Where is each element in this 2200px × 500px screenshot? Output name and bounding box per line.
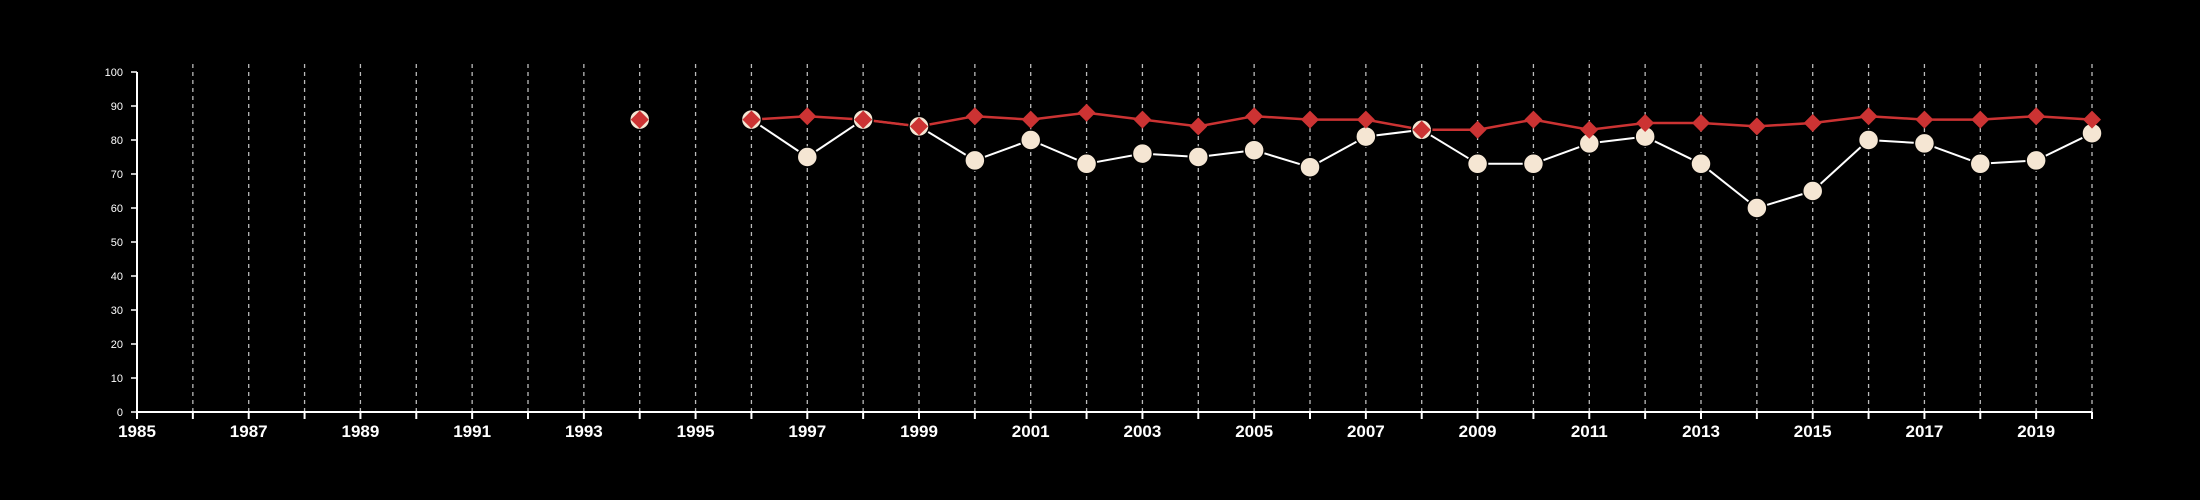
series-b-point: [1747, 117, 1766, 136]
series-a-point: [1522, 153, 1545, 175]
y-tick-label: 30: [111, 305, 123, 317]
y-tick-label: 50: [111, 237, 123, 249]
series-b-line-segment: [1086, 111, 1143, 121]
x-tick-label: 2017: [1906, 422, 1944, 441]
series-b-line-segment: [1477, 118, 1534, 132]
series-a-point: [1187, 146, 1210, 168]
series-b-point: [630, 110, 649, 129]
y-tick-label: 10: [111, 373, 123, 385]
series-b-line-segment: [1700, 121, 1757, 128]
x-tick-label: 1989: [342, 422, 380, 441]
series-b-line-segment: [974, 114, 1031, 121]
series-a-line-segment: [1812, 139, 1870, 192]
series-b-point: [1301, 110, 1319, 129]
series-b-point: [2027, 107, 2046, 126]
y-tick-label: 90: [111, 101, 123, 113]
series-b-point: [1021, 110, 1040, 129]
x-tick-label: 2013: [1682, 422, 1720, 441]
y-tick-label: 100: [105, 67, 123, 79]
x-tick-label: 2007: [1347, 422, 1385, 441]
series-b-line-segment: [1812, 114, 1869, 125]
axes: 0 10 20 30 40 50 60 70 80 90 100 1985 1987 1989 1991 19…: [105, 67, 2093, 441]
series-a-point: [1243, 139, 1265, 161]
series-b-line-segment: [1142, 118, 1199, 128]
x-tick-label: 1995: [677, 422, 715, 441]
series-a-point: [1690, 153, 1712, 175]
series-b-line-segment: [1756, 121, 1813, 128]
series-a-line-segment: [918, 125, 976, 162]
x-tick-label: 2001: [1012, 422, 1050, 441]
series-b-point: [742, 110, 761, 129]
series-b-line-segment: [1980, 114, 2037, 121]
data-series: [628, 103, 2103, 219]
y-tick-label: 20: [111, 339, 123, 351]
series-b-point: [1356, 110, 1375, 129]
series-a-point: [1801, 180, 1824, 202]
x-tick-label: 2009: [1459, 422, 1497, 441]
series-a-point: [1075, 153, 1098, 175]
x-tick-label: 1999: [900, 422, 938, 441]
series-a-point: [1913, 132, 1936, 155]
series-b-line-segment: [1030, 111, 1087, 121]
series-b-point: [854, 110, 873, 129]
series-b-line-segment: [1198, 114, 1255, 128]
x-tick-label: 1985: [118, 422, 156, 441]
series-a-point: [2025, 149, 2047, 172]
series-a-point: [1857, 129, 1880, 151]
x-tick-label: 2015: [1794, 422, 1832, 441]
series-a-point: [1466, 153, 1489, 175]
y-tick-label: 40: [111, 271, 123, 283]
series-a-line-segment: [1700, 163, 1758, 209]
x-tick-label: 2019: [2017, 422, 2055, 441]
series-b-point: [1915, 110, 1934, 129]
series-a-point: [1299, 156, 1321, 178]
series-b-point: [1245, 107, 1264, 126]
series-b-point: [1971, 110, 1990, 129]
series-b-point: [1859, 107, 1878, 126]
series-a-line-segment: [806, 118, 864, 158]
series-b-line-segment: [1533, 118, 1590, 132]
series-b-point: [1189, 117, 1208, 136]
series-b-point: [1133, 110, 1152, 129]
series-b-point: [1524, 110, 1543, 129]
series-b-point: [1468, 120, 1487, 139]
series-b-point: [1077, 103, 1096, 122]
series-b-point: [965, 107, 984, 126]
series-b-point: [798, 107, 817, 126]
x-tick-label: 2005: [1235, 422, 1273, 441]
series-b-point: [1692, 114, 1710, 132]
series-b-point: [1636, 114, 1655, 132]
y-tick-label: 0: [117, 407, 123, 419]
x-tick-label: 2011: [1571, 422, 1608, 441]
y-tick-label: 60: [111, 203, 123, 215]
series-a-point: [1019, 129, 1042, 151]
y-tick-label: 70: [111, 169, 123, 181]
series-b-point: [1580, 120, 1599, 139]
series-b-point: [1803, 114, 1822, 132]
series-a-line-segment: [1421, 128, 1479, 165]
x-tick-label: 1993: [565, 422, 603, 441]
x-tick-label: 2003: [1124, 422, 1162, 441]
series-b-line-segment: [2036, 114, 2093, 121]
series-a-point: [964, 149, 986, 172]
series-a-line-segment: [750, 118, 808, 158]
series-b-point: [2083, 110, 2101, 129]
x-tick-label: 1987: [230, 422, 268, 441]
series-a-point: [1746, 197, 1768, 219]
series-a-point: [1355, 125, 1377, 148]
series-b-line-segment: [1254, 114, 1311, 121]
x-tick-label: 1997: [788, 422, 826, 441]
x-tick-label: 1991: [453, 422, 491, 441]
y-tick-label: 80: [111, 135, 123, 147]
series-a-point: [1131, 142, 1154, 165]
series-a-point: [1969, 153, 1992, 175]
series-b-line-segment: [1868, 114, 1925, 121]
series-b-point: [1412, 120, 1431, 139]
series-a-point: [796, 146, 819, 168]
series-b-point: [910, 117, 928, 136]
series-b-line-segment: [1589, 121, 1646, 132]
